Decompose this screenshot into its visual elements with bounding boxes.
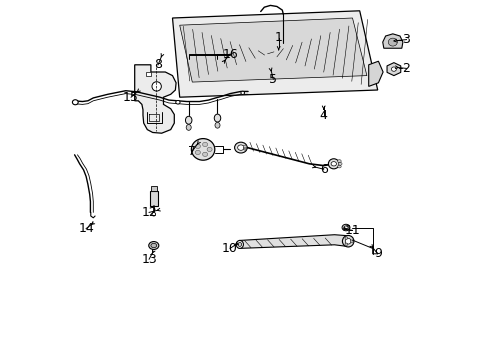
Text: 13: 13 [141, 253, 157, 266]
Ellipse shape [330, 162, 336, 166]
Text: 6: 6 [319, 163, 327, 176]
Text: 10: 10 [222, 242, 238, 255]
Text: 9: 9 [373, 247, 381, 260]
Ellipse shape [342, 235, 353, 247]
Ellipse shape [214, 114, 220, 122]
Ellipse shape [175, 100, 180, 104]
Ellipse shape [342, 224, 349, 231]
Ellipse shape [349, 240, 352, 243]
Ellipse shape [337, 165, 341, 168]
Ellipse shape [387, 38, 397, 46]
Ellipse shape [234, 142, 247, 153]
Text: 14: 14 [78, 222, 94, 235]
Ellipse shape [237, 145, 244, 150]
Ellipse shape [185, 116, 192, 124]
Ellipse shape [202, 142, 207, 147]
Text: 8: 8 [154, 58, 162, 71]
Ellipse shape [148, 242, 159, 249]
Text: 1: 1 [274, 31, 282, 44]
Polygon shape [386, 63, 400, 76]
Ellipse shape [151, 243, 156, 248]
Text: 16: 16 [222, 48, 238, 60]
Text: 7: 7 [188, 145, 196, 158]
Polygon shape [368, 61, 382, 86]
Text: 2: 2 [402, 62, 409, 75]
Ellipse shape [195, 150, 200, 154]
Ellipse shape [337, 160, 341, 163]
Ellipse shape [238, 243, 241, 247]
Ellipse shape [390, 67, 396, 71]
Ellipse shape [344, 237, 347, 239]
Ellipse shape [243, 145, 246, 148]
Ellipse shape [72, 100, 78, 105]
Polygon shape [382, 34, 402, 48]
Ellipse shape [152, 212, 155, 216]
Bar [150, 191, 158, 206]
Ellipse shape [243, 147, 246, 150]
Ellipse shape [195, 144, 200, 149]
Polygon shape [172, 11, 377, 97]
Ellipse shape [236, 240, 243, 248]
Text: 12: 12 [141, 206, 157, 219]
Polygon shape [239, 235, 352, 248]
Text: 4: 4 [319, 109, 327, 122]
Text: 3: 3 [402, 33, 409, 46]
Polygon shape [134, 65, 176, 133]
Ellipse shape [328, 159, 339, 169]
Text: 15: 15 [123, 91, 139, 104]
Text: 11: 11 [344, 224, 360, 237]
Ellipse shape [241, 91, 244, 95]
Ellipse shape [152, 82, 161, 91]
Ellipse shape [345, 238, 350, 244]
Ellipse shape [206, 147, 212, 152]
Ellipse shape [191, 139, 214, 160]
FancyBboxPatch shape [145, 72, 150, 76]
Text: 5: 5 [269, 73, 277, 86]
Bar [151, 186, 156, 191]
Ellipse shape [344, 226, 347, 229]
Ellipse shape [243, 146, 246, 149]
Polygon shape [179, 18, 366, 82]
Ellipse shape [344, 243, 347, 246]
Ellipse shape [338, 162, 342, 165]
Ellipse shape [215, 122, 220, 128]
Ellipse shape [202, 152, 207, 157]
Ellipse shape [186, 125, 191, 130]
